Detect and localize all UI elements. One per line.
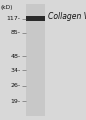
Text: 85-: 85- [11, 30, 21, 36]
Bar [26, 4, 45, 116]
Text: 117-: 117- [7, 16, 21, 21]
Bar [26, 16, 45, 21]
Text: 48-: 48- [10, 54, 21, 59]
Text: 19-: 19- [10, 99, 21, 104]
Text: 34-: 34- [10, 68, 21, 73]
Text: 26-: 26- [10, 83, 21, 88]
Text: Collagen VI α2: Collagen VI α2 [48, 12, 86, 21]
Text: (kD): (kD) [1, 5, 13, 10]
